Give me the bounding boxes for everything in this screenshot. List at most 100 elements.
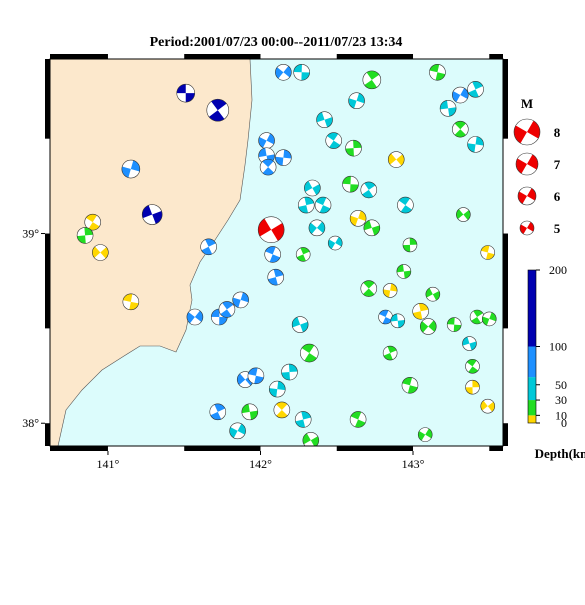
event — [325, 132, 342, 149]
frame-bar — [503, 423, 508, 446]
ball-outline — [232, 291, 249, 309]
ball-lobes — [348, 93, 365, 109]
event — [397, 196, 414, 214]
event — [299, 343, 319, 363]
ball-lobes — [402, 377, 418, 394]
event — [268, 380, 286, 398]
event — [200, 238, 217, 256]
event — [294, 411, 312, 428]
depth-tick-label: 50 — [555, 378, 567, 392]
event — [396, 264, 412, 279]
ball-outline — [247, 367, 265, 385]
ball-outline — [293, 63, 310, 81]
event — [480, 398, 496, 414]
depth-tick-label: 200 — [549, 263, 567, 277]
event — [327, 235, 343, 251]
ball-outline — [209, 403, 227, 421]
ball-lobes — [77, 227, 94, 244]
ball-lobes — [308, 221, 325, 234]
event — [390, 313, 406, 329]
ball-outline — [362, 70, 382, 90]
frame-bar — [336, 54, 414, 59]
legend-ball — [513, 118, 541, 146]
lon-tick-label: 141° — [97, 457, 120, 471]
ball-lobes — [454, 121, 466, 138]
map-title: Period:2001/07/23 00:00--2011/07/23 13:3… — [150, 35, 403, 50]
event — [387, 151, 405, 168]
ball-outline — [206, 98, 230, 122]
ball-outline — [84, 213, 102, 231]
ball-outline — [412, 303, 429, 320]
ball-outline — [390, 313, 406, 329]
ball-lobes — [122, 293, 139, 310]
ball-outline — [446, 317, 462, 332]
ball-lobes — [229, 423, 246, 438]
ball-lobes — [258, 133, 275, 148]
event — [241, 403, 259, 421]
legend-label: 7 — [554, 157, 561, 172]
event — [206, 98, 230, 122]
ball-lobes — [262, 159, 274, 176]
frame-bar — [489, 446, 503, 451]
ball-lobes — [265, 246, 281, 263]
ball-lobes — [420, 320, 437, 333]
ball-outline — [299, 343, 319, 363]
ball-outline — [241, 403, 259, 421]
ball-outline — [302, 432, 320, 446]
ball-lobes — [465, 380, 480, 395]
ball-lobes — [468, 81, 483, 98]
event — [401, 376, 419, 394]
depth-band — [528, 377, 536, 401]
ball-lobes — [342, 176, 359, 193]
ball-lobes — [480, 400, 495, 412]
ball-lobes — [302, 433, 319, 446]
ball-lobes — [514, 120, 540, 144]
ball-outline — [218, 301, 236, 318]
event — [360, 181, 378, 199]
ball-lobes — [85, 214, 100, 231]
ball-lobes — [281, 364, 298, 381]
event — [176, 83, 196, 103]
depth-band — [528, 415, 536, 423]
event — [281, 363, 298, 381]
legend-ball — [517, 186, 537, 206]
ball-outline — [417, 427, 433, 442]
event — [275, 63, 292, 81]
ball-lobes — [208, 99, 227, 122]
ball-outline — [462, 336, 477, 351]
events — [76, 63, 497, 446]
ball-outline — [451, 120, 469, 138]
event — [275, 149, 292, 166]
ball-lobes — [301, 344, 317, 363]
ball-lobes — [396, 264, 411, 279]
ball-lobes — [176, 84, 195, 103]
ball-outline — [519, 220, 535, 236]
ball-lobes — [241, 403, 258, 420]
depth-tick-label: 10 — [555, 408, 567, 422]
legend-label: 5 — [554, 221, 561, 236]
ball-lobes — [275, 149, 292, 166]
ball-outline — [327, 235, 343, 251]
ball-outline — [397, 196, 414, 214]
ball-outline — [467, 81, 484, 98]
depth-tick-label: 0 — [561, 416, 567, 430]
ball-lobes — [462, 336, 477, 351]
ball-outline — [316, 111, 333, 129]
frame-bar — [336, 446, 414, 451]
ball-outline — [456, 207, 471, 222]
ball-outline — [308, 219, 326, 237]
ball-outline — [121, 159, 141, 179]
ball-lobes — [398, 197, 412, 214]
ball-lobes — [471, 310, 483, 324]
ball-outline — [294, 411, 312, 428]
ball-lobes — [248, 367, 264, 384]
ball-outline — [314, 196, 332, 214]
event — [349, 210, 367, 227]
ball-outline — [176, 83, 196, 103]
ball-outline — [186, 308, 204, 326]
ball-lobes — [429, 64, 446, 81]
event — [141, 204, 163, 225]
ball-lobes — [425, 288, 440, 301]
event — [297, 196, 315, 214]
